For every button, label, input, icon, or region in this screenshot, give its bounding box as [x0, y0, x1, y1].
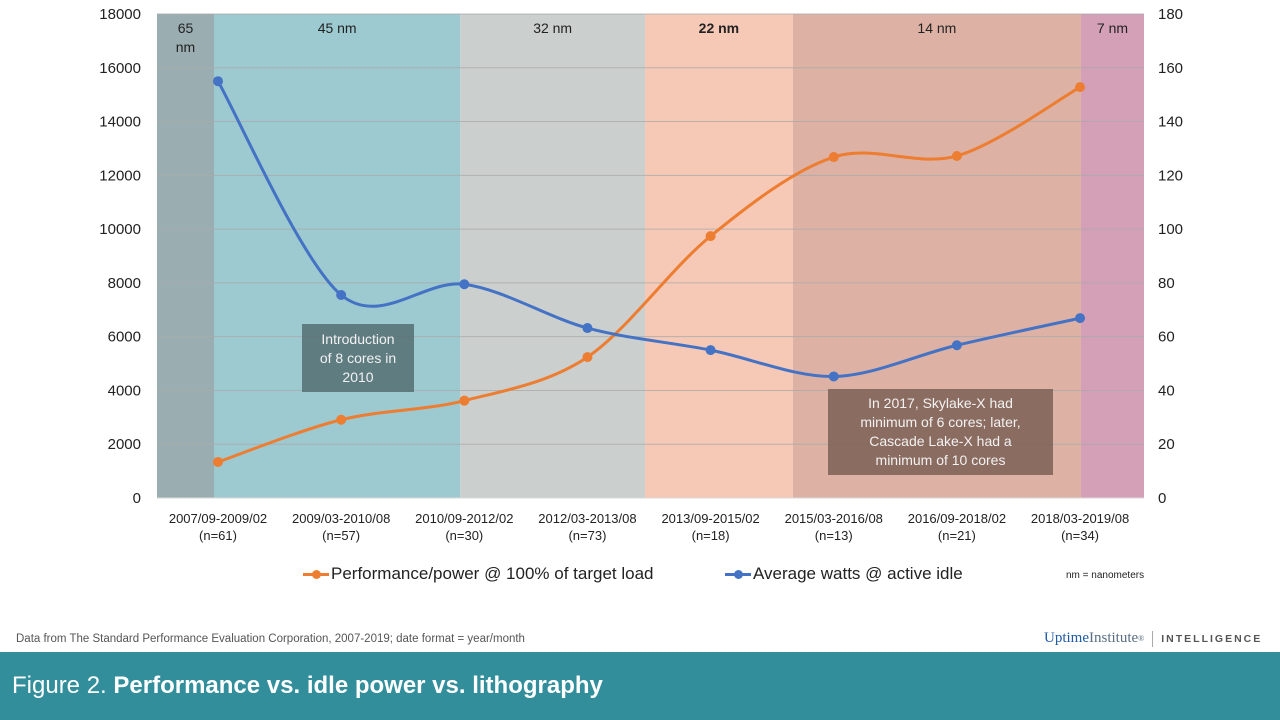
annotation-line: Cascade Lake-X had a: [869, 433, 1012, 449]
data-point-performance: [213, 456, 223, 467]
x-tick-sample-size: (n=61): [199, 528, 237, 543]
lithography-band: [460, 14, 646, 498]
logo-divider: [1152, 630, 1154, 647]
x-tick-label: 2013/09-2015/02: [661, 511, 759, 526]
y-left-tick-label: 14000: [99, 114, 141, 131]
x-tick-sample-size: (n=34): [1061, 528, 1099, 543]
x-tick-sample-size: (n=21): [938, 528, 976, 543]
data-point-watts: [459, 279, 470, 290]
data-point-performance: [1075, 82, 1086, 93]
data-point-watts: [1075, 313, 1086, 324]
band-label: 32 nm: [533, 20, 572, 36]
band-label: 45 nm: [318, 20, 357, 36]
y-left-tick-label: 0: [133, 490, 141, 507]
band-label: nm: [176, 39, 195, 55]
figure-prefix: Figure 2.: [12, 672, 107, 699]
data-point-watts: [336, 289, 347, 300]
y-left-tick-label: 12000: [99, 167, 141, 184]
y-left-tick-label: 6000: [108, 329, 141, 346]
x-tick-sample-size: (n=73): [568, 528, 606, 543]
x-tick-sample-size: (n=18): [692, 528, 730, 543]
y-left-tick-label: 10000: [99, 221, 141, 238]
annotation-line: In 2017, Skylake-X had: [868, 395, 1013, 411]
data-point-watts: [951, 340, 962, 351]
y-left-tick-label: 16000: [99, 60, 141, 77]
x-tick-label: 2007/09-2009/02: [169, 511, 267, 526]
y-right-tick-label: 140: [1158, 114, 1183, 131]
figure-caption: Figure 2. Performance vs. idle power vs.…: [12, 672, 603, 700]
x-tick-label: 2018/03-2019/08: [1031, 511, 1129, 526]
annotation-line: minimum of 6 cores; later,: [860, 414, 1021, 430]
annotation-skylake: In 2017, Skylake-X had minimum of 6 core…: [828, 389, 1053, 475]
y-right-tick-label: 20: [1158, 436, 1175, 453]
y-right-tick-label: 40: [1158, 382, 1175, 399]
data-point-watts: [705, 345, 716, 356]
logo-institute: Institute: [1089, 630, 1139, 646]
nm-note: nm = nanometers: [1066, 570, 1145, 581]
lithography-band: [214, 14, 461, 498]
legend-item-performance: Performance/power @ 100% of target load: [303, 564, 654, 584]
y-right-tick-label: 60: [1158, 329, 1175, 346]
band-label: 14 nm: [917, 20, 956, 36]
y-right-tick-label: 120: [1158, 167, 1183, 184]
annotation-line: minimum of 10 cores: [875, 452, 1006, 468]
legend-label: Performance/power @ 100% of target load: [331, 564, 654, 583]
logo-uptime: Uptime: [1044, 630, 1089, 646]
y-left-tick-label: 4000: [108, 382, 141, 399]
data-point-performance: [951, 150, 962, 161]
data-point-performance: [705, 231, 716, 242]
x-tick-sample-size: (n=30): [445, 528, 483, 543]
annotation-line: 2010: [342, 368, 374, 385]
y-right-tick-label: 80: [1158, 275, 1175, 292]
data-point-watts: [828, 371, 839, 382]
legend-label: Average watts @ active idle: [753, 564, 963, 583]
y-right-tick-label: 180: [1158, 6, 1183, 23]
x-tick-label: 2009/03-2010/08: [292, 511, 390, 526]
x-tick-label: 2016/09-2018/02: [908, 511, 1006, 526]
y-right-tick-label: 0: [1158, 490, 1166, 507]
y-left-tick-label: 18000: [99, 6, 141, 23]
lithography-band: [157, 14, 214, 498]
y-right-tick-label: 100: [1158, 221, 1183, 238]
band-label: 7 nm: [1097, 20, 1128, 36]
lithography-band: [1080, 14, 1144, 498]
logo-intelligence: INTELLIGENCE: [1161, 632, 1263, 645]
x-tick-label: 2012/03-2013/08: [538, 511, 636, 526]
figure-caption-bar: Figure 2. Performance vs. idle power vs.…: [0, 652, 1280, 720]
legend-item-watts: Average watts @ active idle: [725, 564, 963, 584]
y-left-tick-label: 2000: [108, 436, 141, 453]
y-left-tick-label: 8000: [108, 275, 141, 292]
annotation-line: Introduction: [321, 330, 395, 347]
data-point-watts: [213, 76, 223, 87]
logo-reg: ®: [1138, 634, 1145, 643]
y-right-tick-label: 160: [1158, 60, 1183, 77]
series-line-performance: [217, 85, 1081, 464]
lithography-band: [645, 14, 793, 498]
x-tick-sample-size: (n=57): [322, 528, 360, 543]
data-point-performance: [828, 152, 839, 163]
data-point-performance: [459, 395, 470, 406]
data-point-performance: [582, 352, 593, 363]
annotation-8-cores: Introduction of 8 cores in 2010: [302, 324, 414, 392]
x-tick-label: 2015/03-2016/08: [785, 511, 883, 526]
band-label: 65: [178, 20, 194, 36]
band-label: 22 nm: [699, 20, 739, 36]
data-point-performance: [336, 414, 347, 425]
x-tick-sample-size: (n=13): [815, 528, 853, 543]
figure-title: Performance vs. idle power vs. lithograp…: [113, 672, 603, 699]
x-tick-label: 2010/09-2012/02: [415, 511, 513, 526]
blue-line-marker-icon: [725, 568, 751, 580]
data-point-watts: [582, 323, 593, 334]
uptime-institute-logo: Uptime Institute ® INTELLIGENCE: [1044, 630, 1262, 647]
annotation-line: of 8 cores in: [319, 349, 397, 366]
orange-line-marker-icon: [303, 568, 329, 580]
source-note: Data from The Standard Performance Evalu…: [16, 633, 525, 645]
